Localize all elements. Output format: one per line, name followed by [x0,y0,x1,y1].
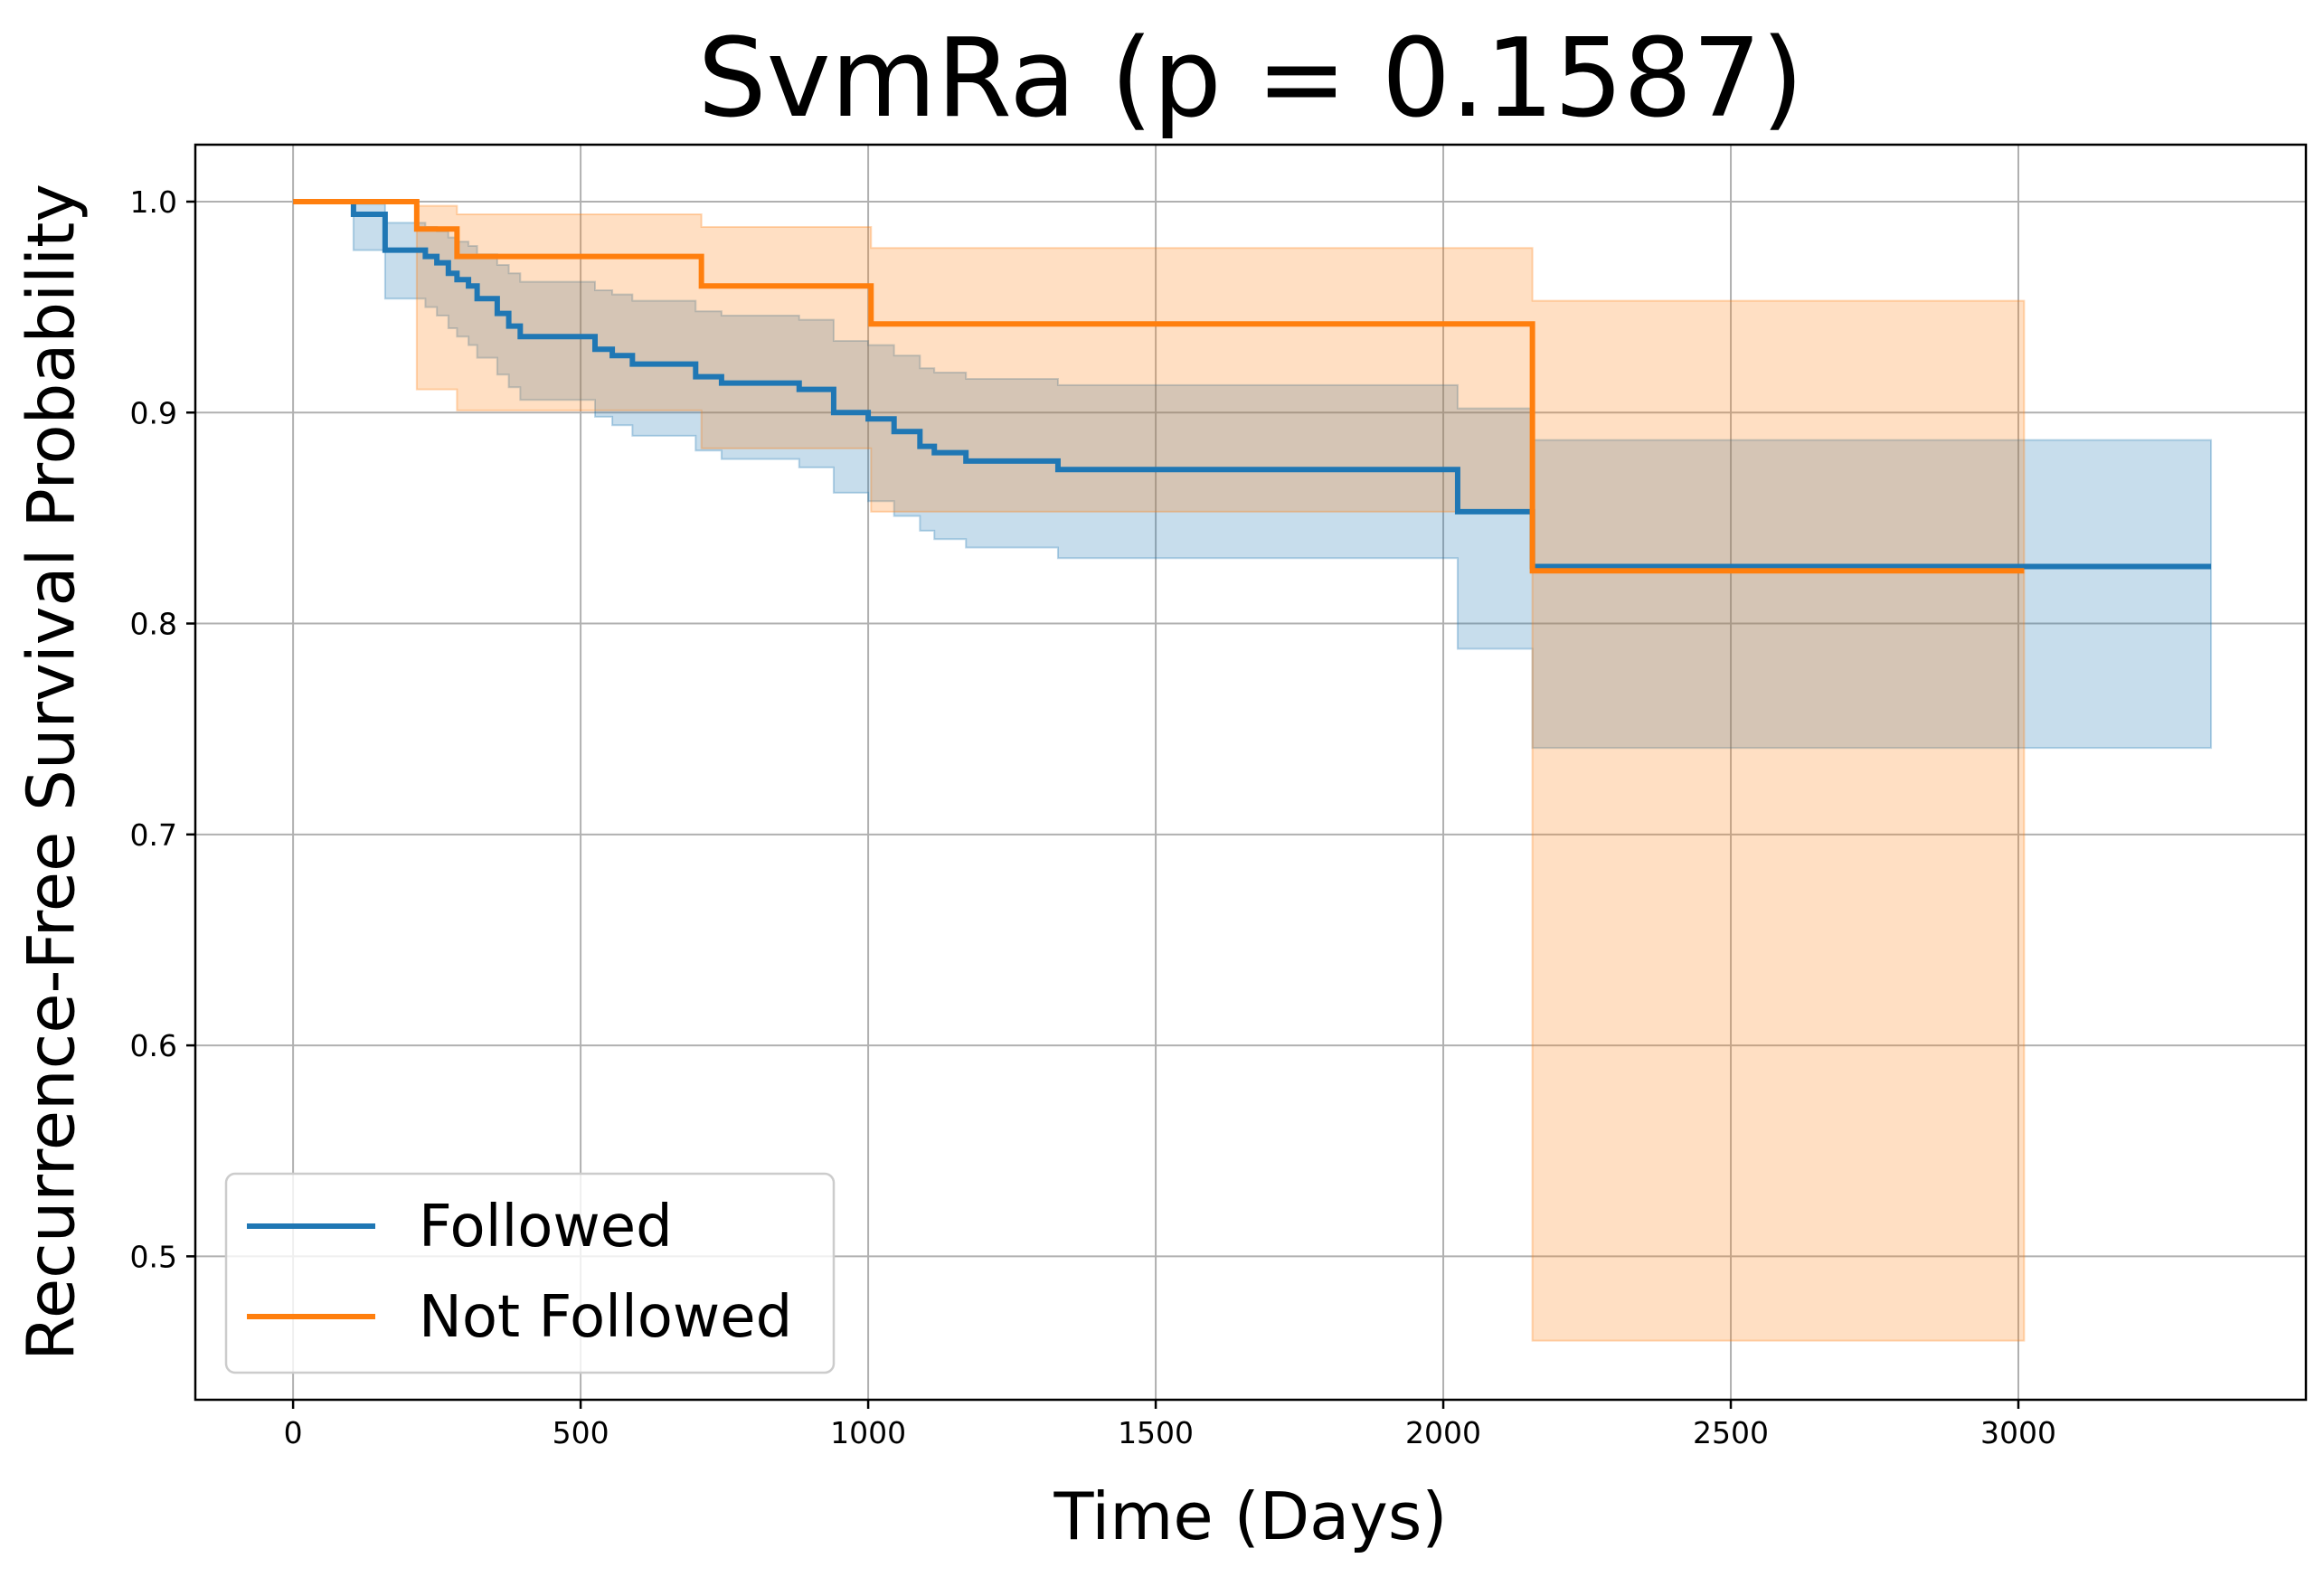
x-axis-label: Time (Days) [1053,1478,1448,1554]
chart-title: SvmRa (p = 0.1587) [697,16,1803,142]
confidence-band-0 [293,200,2213,750]
survival-line-0 [293,198,2212,570]
y-tick-label: 0.6 [130,1028,177,1063]
y-tick-label: 0.9 [130,395,177,430]
x-tick-label: 1000 [830,1415,906,1450]
legend-label-not-followed: Not Followed [419,1284,792,1351]
y-tick-label: 0.5 [130,1239,177,1274]
x-tick-label: 500 [553,1415,609,1450]
y-tick-label: 0.7 [130,817,177,853]
x-tick-label: 3000 [1980,1415,2056,1450]
x-tick-label: 2500 [1693,1415,1769,1450]
confidence-band-1 [293,200,2026,1342]
y-tick-label: 1.0 [130,184,177,220]
y-axis-label: Recurrence-Free Survival Probability [14,184,90,1361]
survival-lines [293,198,2212,574]
y-tick-label: 0.8 [130,607,177,642]
survival-line-1 [293,198,2025,574]
x-tick-label: 1500 [1118,1415,1194,1450]
legend: Followed Not Followed [224,1172,836,1374]
x-tick-label: 0 [284,1415,303,1450]
axis-ticks: 0 500 1000 1500 2000 2500 3000 0.5 0.6 0.7 0.8 0.9 1… [130,184,2056,1450]
legend-label-followed: Followed [419,1194,673,1261]
confidence-bands [293,200,2213,1342]
plot-frame [194,143,2308,1402]
x-tick-label: 2000 [1405,1415,1481,1450]
legend-box [224,1172,836,1374]
